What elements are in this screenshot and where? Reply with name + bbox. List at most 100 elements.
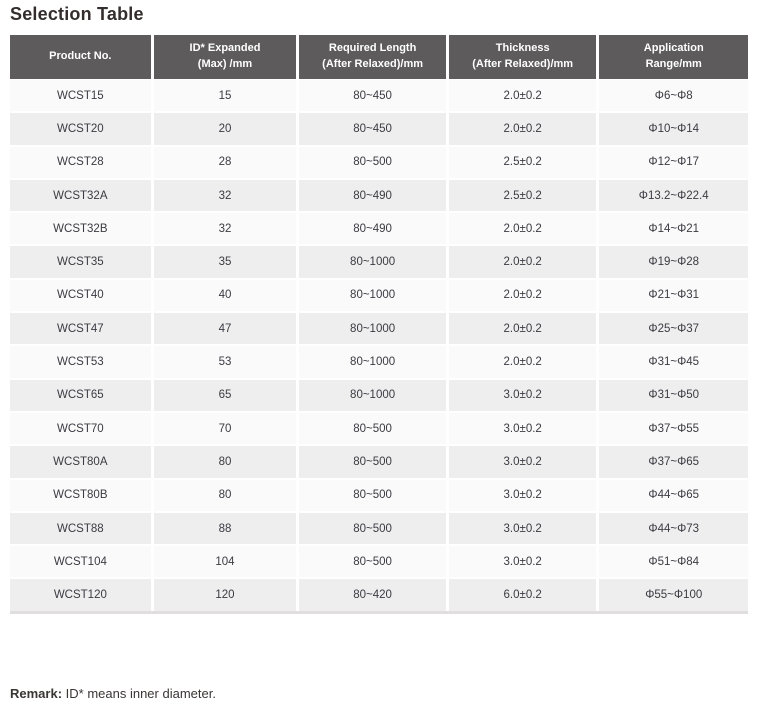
selection-table: Product No. ID* Expanded (Max) /mm Requi… [10, 35, 748, 614]
table-cell: Φ51~Φ84 [599, 546, 748, 578]
table-cell: 32 [153, 179, 297, 212]
table-header-row: Product No. ID* Expanded (Max) /mm Requi… [10, 35, 748, 79]
column-header-line: (After Relaxed)/mm [472, 58, 574, 70]
column-header-application-range: Application Range/mm [599, 35, 748, 79]
table-cell: Φ12~Φ17 [599, 146, 748, 178]
table-cell: 2.0±0.2 [448, 80, 597, 112]
table-cell: WCST15 [10, 80, 151, 112]
table-row: WCST104 104 80~500 3.0±0.2 Φ51~Φ84 [10, 546, 748, 578]
table-cell: 3.0±0.2 [448, 446, 597, 478]
column-header-line: Thickness [495, 42, 550, 55]
table-cell: WCST47 [10, 313, 151, 345]
table-row: WCST32A 32 80~490 2.5±0.2 Φ13.2~Φ22.4 [10, 179, 748, 212]
column-header-line: (Max) /mm [197, 58, 253, 70]
remark-text: ID* means inner diameter. [65, 686, 216, 701]
table-cell: Φ25~Φ37 [599, 313, 748, 345]
table-cell: 6.0±0.2 [448, 579, 597, 611]
table-cell: WCST80B [10, 479, 151, 511]
column-header-line: Range/mm [645, 58, 702, 70]
table-cell: 104 [153, 546, 297, 578]
table-cell: 2.5±0.2 [448, 179, 597, 212]
column-header-line: Application [643, 42, 704, 55]
table-cell: 28 [153, 146, 297, 178]
table-row: WCST80B 80 80~500 3.0±0.2 Φ44~Φ65 [10, 479, 748, 511]
table-cell: Φ14~Φ21 [599, 213, 748, 245]
table-cell: Φ44~Φ73 [599, 512, 748, 545]
table-cell: Φ31~Φ50 [599, 379, 748, 411]
table-cell: 80 [153, 446, 297, 478]
table-cell: 3.0±0.2 [448, 512, 597, 545]
table-cell: 3.0±0.2 [448, 379, 597, 411]
table-cell: 2.0±0.2 [448, 346, 597, 378]
table-cell: 35 [153, 246, 297, 278]
table-cell: 3.0±0.2 [448, 546, 597, 578]
table-row: WCST40 40 80~1000 2.0±0.2 Φ21~Φ31 [10, 279, 748, 312]
table-cell: 20 [153, 113, 297, 145]
table-cell: 80~500 [299, 446, 446, 478]
table-cell: Φ10~Φ14 [599, 113, 748, 145]
table-cell: Φ55~Φ100 [599, 579, 748, 611]
table-cell: 80~500 [299, 546, 446, 578]
table-cell: 70 [153, 412, 297, 445]
table-cell: 2.5±0.2 [448, 146, 597, 178]
table-cell: Φ13.2~Φ22.4 [599, 179, 748, 212]
column-header-line: ID* Expanded [189, 42, 261, 55]
table-cell: WCST70 [10, 412, 151, 445]
table-cell: WCST20 [10, 113, 151, 145]
table-cell: Φ31~Φ45 [599, 346, 748, 378]
table-row: WCST35 35 80~1000 2.0±0.2 Φ19~Φ28 [10, 246, 748, 278]
table-cell: 32 [153, 213, 297, 245]
table-cell: WCST120 [10, 579, 151, 611]
table-row: WCST53 53 80~1000 2.0±0.2 Φ31~Φ45 [10, 346, 748, 378]
table-row: WCST47 47 80~1000 2.0±0.2 Φ25~Φ37 [10, 313, 748, 345]
column-header-id-expanded: ID* Expanded (Max) /mm [153, 35, 297, 79]
column-header-line: Product No. [49, 50, 112, 63]
table-cell: Φ19~Φ28 [599, 246, 748, 278]
table-cell: Φ6~Φ8 [599, 80, 748, 112]
table-cell: 2.0±0.2 [448, 213, 597, 245]
table-cell: 80~420 [299, 579, 446, 611]
table-cell: 80~500 [299, 146, 446, 178]
table-row: WCST80A 80 80~500 3.0±0.2 Φ37~Φ65 [10, 446, 748, 478]
table-cell: 80~1000 [299, 313, 446, 345]
table-cell: 80~1000 [299, 346, 446, 378]
table-row: WCST15 15 80~450 2.0±0.2 Φ6~Φ8 [10, 80, 748, 112]
table-cell: WCST53 [10, 346, 151, 378]
table-cell: 65 [153, 379, 297, 411]
table-cell: WCST80A [10, 446, 151, 478]
table-cell: 47 [153, 313, 297, 345]
column-header-line: Required Length [328, 42, 417, 55]
table-cell: WCST35 [10, 246, 151, 278]
table-cell: 80~1000 [299, 379, 446, 411]
column-header-required-length: Required Length (After Relaxed)/mm [299, 35, 446, 79]
page-title: Selection Table [10, 4, 144, 24]
table-cell: 80~450 [299, 113, 446, 145]
table-cell: 80~1000 [299, 279, 446, 312]
table-row: WCST88 88 80~500 3.0±0.2 Φ44~Φ73 [10, 512, 748, 545]
table-body: WCST15 15 80~450 2.0±0.2 Φ6~Φ8 WCST20 20 80~450… [10, 80, 748, 614]
table-cell: Φ37~Φ55 [599, 412, 748, 445]
table-cell: 80~1000 [299, 246, 446, 278]
table-cell: 3.0±0.2 [448, 412, 597, 445]
table-row: WCST70 70 80~500 3.0±0.2 Φ37~Φ55 [10, 412, 748, 445]
table-cell: 53 [153, 346, 297, 378]
table-cell: WCST28 [10, 146, 151, 178]
table-row: WCST32B 32 80~490 2.0±0.2 Φ14~Φ21 [10, 213, 748, 245]
table-cell: 2.0±0.2 [448, 279, 597, 312]
column-header-product-no: Product No. [10, 35, 151, 79]
table-row: WCST28 28 80~500 2.5±0.2 Φ12~Φ17 [10, 146, 748, 178]
table-cell: 80~450 [299, 80, 446, 112]
table-cell: 80~500 [299, 512, 446, 545]
table-cell: WCST65 [10, 379, 151, 411]
table-cell: WCST32B [10, 213, 151, 245]
table-cell: WCST32A [10, 179, 151, 212]
table-cell: 120 [153, 579, 297, 611]
table-row: WCST65 65 80~1000 3.0±0.2 Φ31~Φ50 [10, 379, 748, 411]
table-cell: 80~500 [299, 479, 446, 511]
table-cell: 80~490 [299, 213, 446, 245]
remark-label: Remark: [10, 686, 63, 701]
column-header-thickness: Thickness (After Relaxed)/mm [448, 35, 597, 79]
table-cell: 15 [153, 80, 297, 112]
remark: Remark: ID* means inner diameter. [10, 686, 216, 701]
